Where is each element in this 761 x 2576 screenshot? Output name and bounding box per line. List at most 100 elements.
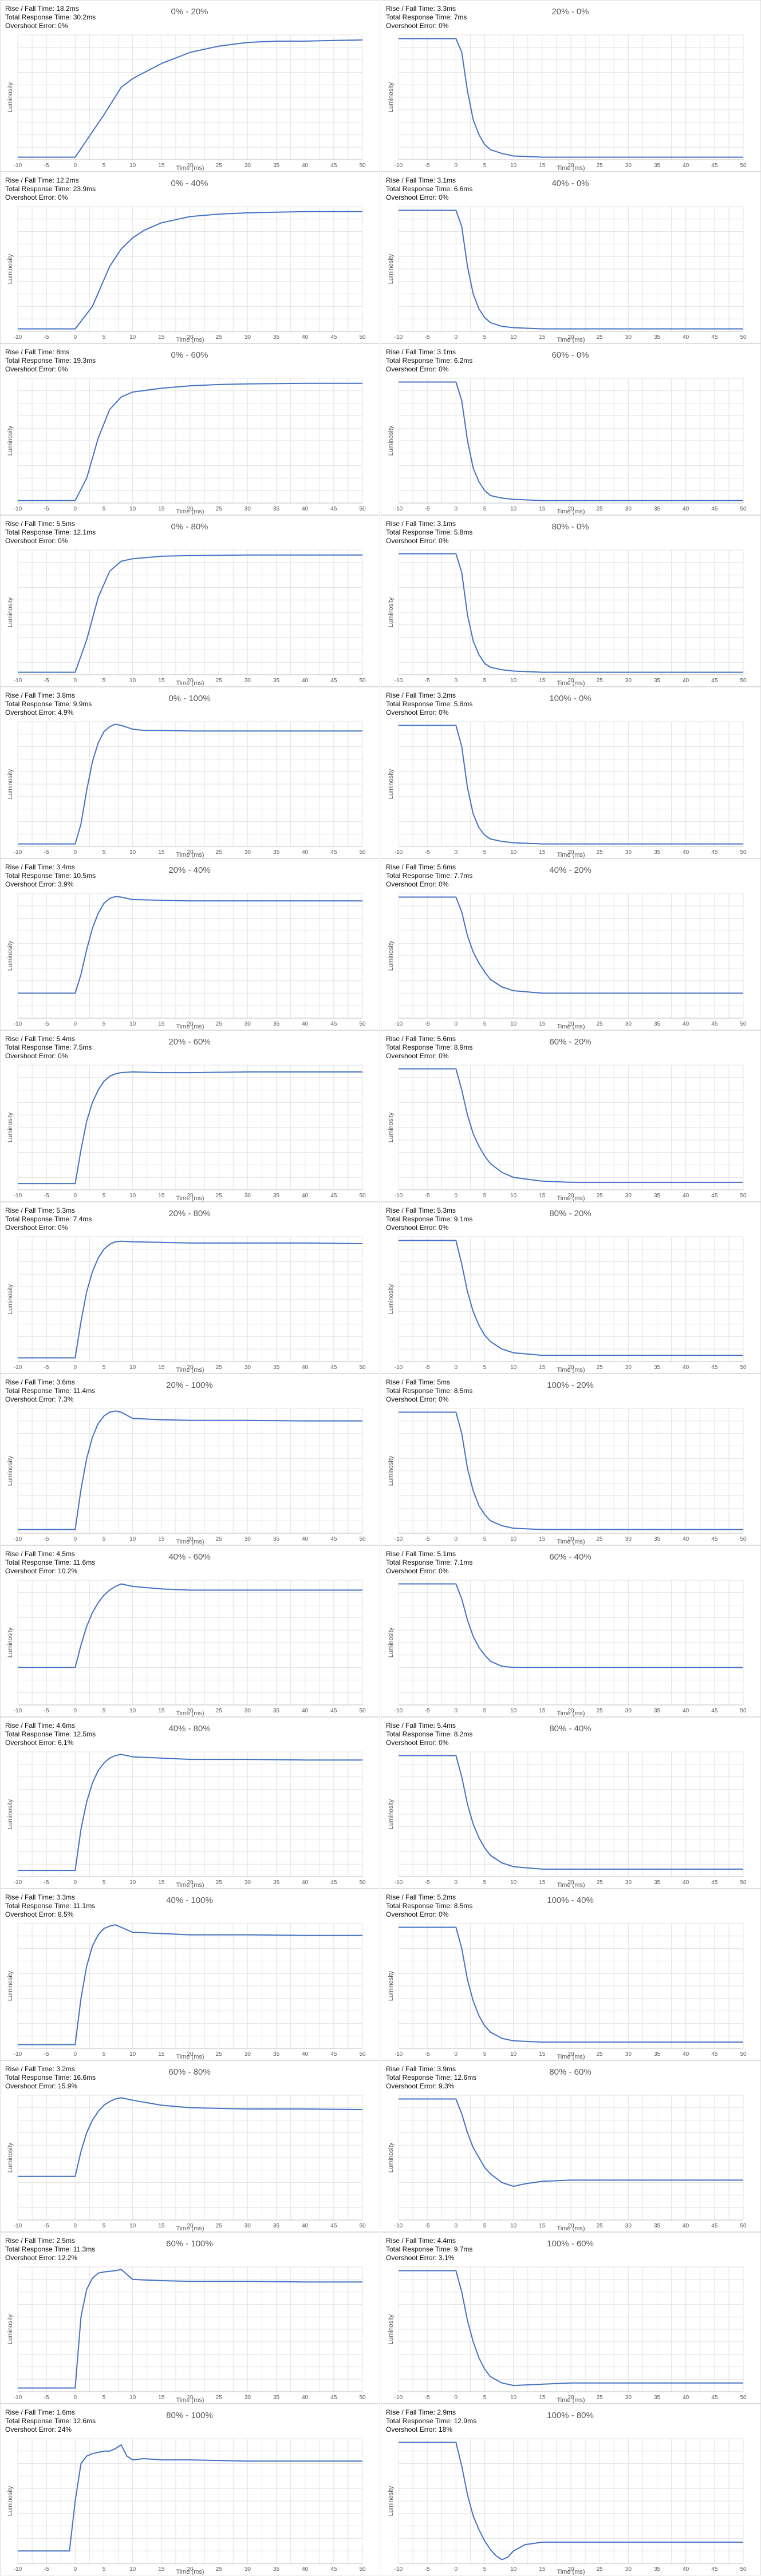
x-tick-label: 5 [102, 1879, 106, 1886]
x-tick-label: -10 [14, 2051, 22, 2057]
x-tick-label: 30 [245, 2051, 251, 2057]
x-tick-label: 35 [654, 2223, 661, 2229]
stat-rise: Rise / Fall Time: 5ms [386, 1378, 450, 1386]
chart-title: 20% - 0% [551, 7, 589, 17]
x-tick-label: 5 [483, 849, 487, 856]
chart-title: 80% - 0% [551, 522, 589, 532]
stat-overshoot: Overshoot Error: 0% [386, 1739, 449, 1747]
x-tick-label: 20 [567, 1536, 574, 1542]
x-tick-label: -10 [395, 678, 403, 684]
x-tick-label: 25 [597, 1879, 604, 1886]
x-tick-label: 35 [273, 1364, 280, 1371]
x-tick-label: 10 [510, 1021, 517, 1027]
stat-total: Total Response Time: 5.8ms [386, 700, 472, 708]
x-axis-label: Time (ms) [557, 2053, 585, 2060]
x-tick-label: -5 [425, 849, 430, 856]
x-tick-label: -5 [425, 2395, 430, 2401]
stat-overshoot: Overshoot Error: 0% [386, 709, 449, 717]
x-tick-label: 5 [102, 1708, 106, 1714]
x-tick-label: 45 [330, 506, 337, 512]
x-tick-label: 35 [654, 1364, 661, 1371]
series-line [18, 1410, 362, 1530]
x-tick-label: 45 [711, 1536, 718, 1542]
x-tick-label: -5 [44, 1708, 49, 1714]
stat-overshoot: Overshoot Error: 4.9% [5, 709, 74, 717]
x-tick-label: 10 [510, 1193, 517, 1199]
y-axis-label: Luminosity [7, 254, 14, 284]
stat-total: Total Response Time: 12.9ms [386, 2417, 476, 2425]
x-tick-label: 15 [158, 334, 165, 341]
stat-total: Total Response Time: 9.7ms [386, 2245, 472, 2253]
x-tick-label: 20 [187, 1708, 194, 1714]
x-tick-label: 35 [654, 849, 661, 856]
x-tick-label: -10 [14, 2223, 22, 2229]
y-axis-label: Luminosity [7, 2486, 14, 2516]
x-tick-label: 25 [216, 2566, 223, 2573]
y-axis-label: Luminosity [388, 1627, 395, 1657]
x-axis-label: Time (ms) [557, 2225, 585, 2232]
series-line [18, 39, 363, 158]
x-tick-label: 10 [510, 849, 517, 856]
x-tick-label: 20 [187, 2051, 194, 2057]
chart-panel: Rise / Fall Time: 18.2ms Total Response T… [0, 0, 380, 172]
chart-panel: Rise / Fall Time: 5.2ms Total Response Ti… [381, 1889, 761, 2060]
stat-total: Total Response Time: 12.1ms [5, 528, 96, 536]
x-tick-label: 45 [711, 163, 718, 169]
x-tick-label: 15 [158, 2566, 165, 2573]
x-tick-label: 15 [539, 163, 546, 169]
series-line [399, 896, 743, 994]
x-axis-label: Time (ms) [176, 2569, 204, 2575]
x-tick-label: 40 [302, 163, 309, 169]
x-tick-label: 5 [102, 2223, 106, 2229]
x-tick-label: 45 [711, 2051, 718, 2057]
stat-total: Total Response Time: 7.7ms [386, 872, 472, 880]
x-tick-label: 30 [625, 1364, 632, 1371]
stat-rise: Rise / Fall Time: 5.3ms [386, 1206, 456, 1214]
x-tick-label: 40 [683, 506, 689, 512]
chart-panel: Rise / Fall Time: 3.4ms Total Response Ti… [0, 858, 380, 1030]
x-tick-label: 25 [597, 2395, 604, 2401]
x-tick-label: 10 [510, 2395, 517, 2401]
x-tick-label: 5 [102, 2051, 106, 2057]
stat-total: Total Response Time: 12.5ms [5, 1730, 96, 1738]
series-line [18, 1583, 362, 1668]
x-tick-label: -10 [395, 1536, 403, 1542]
x-tick-label: 25 [216, 1364, 223, 1371]
x-tick-label: 35 [654, 163, 661, 169]
x-tick-label: 5 [483, 1708, 487, 1714]
x-tick-label: 15 [539, 1536, 546, 1542]
y-axis-label: Luminosity [388, 2142, 395, 2173]
series-line [399, 725, 743, 845]
x-tick-label: 40 [302, 849, 309, 856]
y-axis-label: Luminosity [388, 1799, 395, 1829]
stat-rise: Rise / Fall Time: 5.5ms [5, 520, 75, 528]
stat-rise: Rise / Fall Time: 3.4ms [5, 863, 75, 871]
series-line [399, 38, 743, 158]
x-tick-label: 40 [683, 678, 689, 684]
stat-overshoot: Overshoot Error: 18% [386, 2425, 452, 2433]
y-axis-label: Luminosity [7, 769, 14, 799]
series-line [399, 553, 743, 673]
series-line [18, 554, 362, 673]
x-tick-label: 15 [539, 849, 546, 856]
x-tick-label: 25 [597, 163, 604, 169]
chart-panel: Rise / Fall Time: 5.3ms Total Response Ti… [381, 1202, 761, 1374]
x-tick-label: 25 [216, 1021, 223, 1027]
x-tick-label: 35 [273, 163, 280, 169]
x-axis-label: Time (ms) [176, 852, 204, 858]
chart-title: 60% - 100% [166, 2239, 213, 2249]
x-tick-label: 40 [683, 849, 689, 856]
x-tick-label: 25 [597, 1021, 604, 1027]
x-tick-label: 40 [302, 2395, 309, 2401]
x-tick-label: 5 [102, 2566, 106, 2573]
x-tick-label: 30 [245, 2566, 251, 2573]
stat-overshoot: Overshoot Error: 0% [386, 537, 449, 545]
x-tick-label: 45 [711, 1193, 718, 1199]
x-tick-label: -10 [395, 163, 403, 169]
x-tick-label: -5 [44, 1193, 49, 1199]
x-tick-label: 25 [597, 2051, 604, 2057]
stat-overshoot: Overshoot Error: 8.5% [5, 1910, 74, 1918]
stat-total: Total Response Time: 5.8ms [386, 528, 472, 536]
x-tick-label: 10 [510, 2051, 517, 2057]
